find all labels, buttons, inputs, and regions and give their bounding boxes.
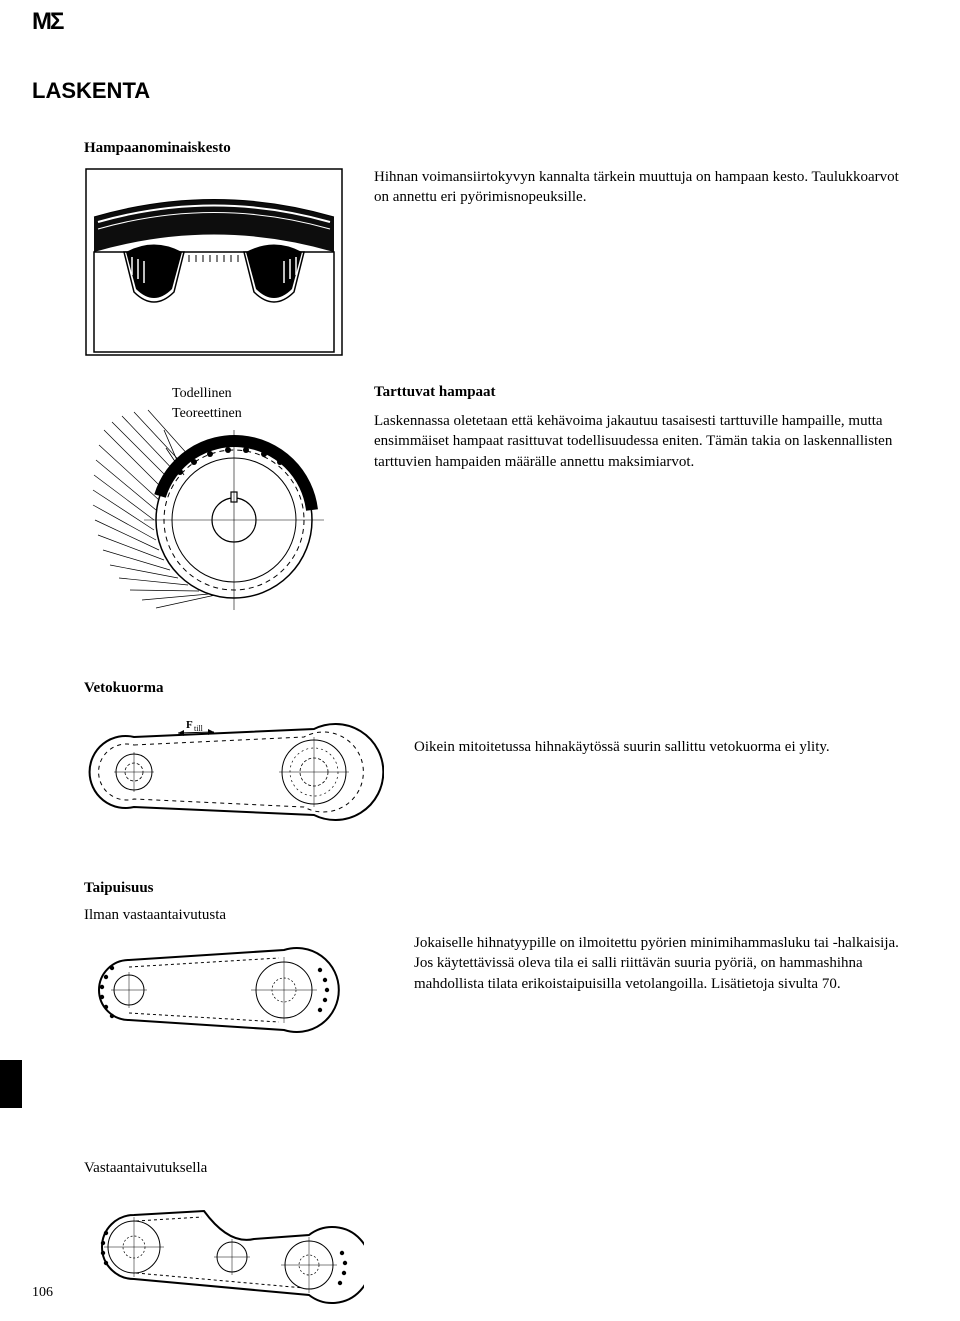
page-edge-tab [0, 1060, 22, 1108]
section-engaging-teeth: Todellinen Teoreettinen [84, 380, 900, 645]
page-number: 106 [32, 1285, 53, 1301]
page-title: LASKENTA [32, 78, 150, 104]
figure-back-bend [84, 1185, 900, 1320]
figure-tooth-cross-section [84, 167, 344, 362]
body-engaging-teeth: Laskennassa oletetaan että kehävoima jak… [374, 411, 900, 472]
sublabel-back-bend: Vastaantaivutuksella [84, 1160, 900, 1177]
figure-no-back-bend [84, 932, 384, 1052]
label-theoretical: Teoreettinen [172, 406, 242, 422]
figure-pulley-wrap: Todellinen Teoreettinen [84, 380, 344, 645]
figure-belt-drive: F till [84, 707, 384, 842]
heading-engaging-teeth: Tarttuvat hampaat [374, 384, 900, 401]
body-tensile-load: Oikein mitoitetussa hihnakäytössä suurin… [414, 737, 830, 757]
heading-tensile-load: Vetokuorma [84, 680, 900, 697]
body-tooth-durability: Hihnan voimansiirtokyvyn kannalta tärkei… [374, 167, 900, 208]
heading-tooth-durability: Hampaanominaiskesto [84, 140, 900, 157]
label-actual: Todellinen [172, 386, 242, 402]
section-tensile-load: Vetokuorma [84, 680, 900, 842]
body-flexibility: Jokaiselle hihnatyypille on ilmoitettu p… [414, 933, 900, 994]
section-flexibility: Taipuisuus Ilman vastaantaivutusta [84, 880, 900, 1052]
section-back-bend: Vastaantaivutuksella [84, 1160, 900, 1320]
svg-text:F: F [186, 719, 193, 731]
heading-flexibility: Taipuisuus [84, 880, 900, 897]
svg-text:till: till [194, 724, 204, 733]
sublabel-no-back-bend: Ilman vastaantaivutusta [84, 907, 384, 924]
section-tooth-durability: Hampaanominaiskesto [84, 140, 900, 362]
brand-logo: MΣ [32, 8, 62, 36]
